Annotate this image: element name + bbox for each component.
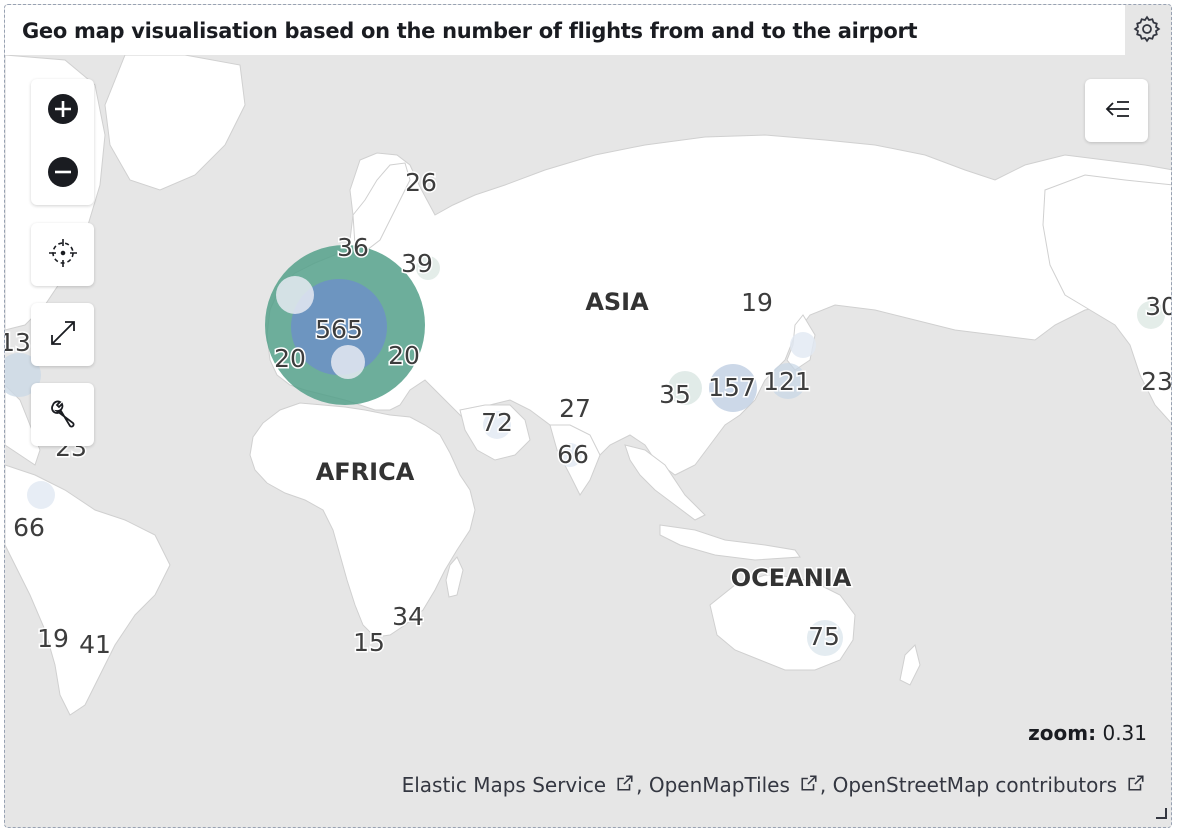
attribution-label: , OpenStreetMap contributors bbox=[819, 773, 1117, 797]
map-canvas[interactable]: ASIA AFRICA OCEANIA 26 36 39 565 20 20 1… bbox=[5, 5, 1172, 828]
settings-button[interactable] bbox=[1127, 11, 1167, 51]
cluster-count: 27 bbox=[559, 394, 591, 423]
cluster-count: 20 bbox=[274, 344, 306, 373]
cluster-count: 26 bbox=[405, 168, 437, 197]
zoom-value: 0.31 bbox=[1102, 721, 1147, 745]
continent-label-oceania: OCEANIA bbox=[731, 564, 852, 592]
gear-icon bbox=[1132, 14, 1162, 48]
land-madagascar bbox=[445, 556, 464, 598]
cluster-bubble[interactable] bbox=[331, 345, 365, 379]
panel-title: Geo map visualisation based on the numbe… bbox=[22, 19, 918, 43]
cluster-count: 75 bbox=[808, 622, 840, 651]
zoom-label: zoom: bbox=[1028, 721, 1097, 745]
attribution-link-openmaptiles[interactable]: , OpenMapTiles bbox=[636, 773, 820, 797]
cluster-count: 66 bbox=[13, 513, 45, 542]
cluster-count: 35 bbox=[659, 380, 691, 409]
cluster-bubble-121[interactable] bbox=[770, 363, 806, 399]
map-attribution: Elastic Maps Service , OpenMapTiles , Op… bbox=[402, 773, 1147, 797]
cluster-bubble-75[interactable] bbox=[807, 620, 843, 656]
attribution-label: , OpenMapTiles bbox=[636, 773, 790, 797]
minus-circle-icon bbox=[47, 156, 79, 192]
cluster-bubble-39[interactable] bbox=[416, 256, 440, 280]
locate-button[interactable] bbox=[31, 223, 94, 286]
tools-button[interactable] bbox=[31, 383, 94, 446]
cluster-count: 19 bbox=[37, 624, 69, 653]
land-africa bbox=[249, 402, 476, 638]
wrench-icon bbox=[47, 397, 79, 433]
cluster-count: 41 bbox=[79, 630, 111, 659]
land-north-america-east bbox=[1042, 174, 1171, 424]
cluster-count: 30 bbox=[1145, 292, 1172, 321]
zoom-out-button[interactable] bbox=[31, 142, 94, 205]
cluster-bubble-30[interactable] bbox=[1137, 301, 1165, 329]
cluster-count: 72 bbox=[481, 408, 513, 437]
cluster-count: 66 bbox=[557, 440, 589, 469]
cluster-count: 39 bbox=[401, 249, 433, 278]
cluster-bubble[interactable] bbox=[27, 481, 55, 509]
external-link-icon bbox=[616, 773, 634, 797]
cluster-count: 20 bbox=[388, 341, 420, 370]
legend-toggle-button[interactable] bbox=[1085, 79, 1148, 142]
zoom-readout: zoom: 0.31 bbox=[1028, 721, 1147, 745]
cluster-count: 36 bbox=[337, 233, 369, 262]
cluster-count: 15 bbox=[353, 628, 385, 657]
map-panel: ASIA AFRICA OCEANIA 26 36 39 565 20 20 1… bbox=[4, 4, 1172, 828]
land-indonesia bbox=[659, 524, 801, 561]
cluster-bubble-157[interactable] bbox=[709, 364, 757, 412]
external-link-icon bbox=[1127, 773, 1145, 797]
continent-label-africa: AFRICA bbox=[316, 458, 415, 486]
cluster-count: 34 bbox=[392, 602, 424, 631]
cluster-bubble[interactable] bbox=[790, 332, 816, 358]
menu-collapse-icon bbox=[1101, 93, 1133, 129]
cluster-bubble-72[interactable] bbox=[483, 411, 511, 439]
cluster-count: 121 bbox=[763, 367, 811, 396]
attribution-link-openstreetmap[interactable]: , OpenStreetMap contributors bbox=[820, 773, 1147, 797]
cluster-count: 23 bbox=[1141, 367, 1172, 396]
cluster-bubble-35[interactable] bbox=[668, 371, 702, 405]
zoom-in-button[interactable] bbox=[31, 79, 94, 142]
cluster-layer bbox=[5, 245, 1165, 656]
land-south-america bbox=[5, 464, 171, 716]
plus-circle-icon bbox=[47, 93, 79, 129]
attribution-link-elastic-maps[interactable]: Elastic Maps Service bbox=[402, 773, 637, 797]
cluster-bubble[interactable] bbox=[276, 276, 314, 314]
fullscreen-control bbox=[31, 303, 94, 366]
tools-control bbox=[31, 383, 94, 446]
attribution-label: Elastic Maps Service bbox=[401, 773, 607, 797]
cluster-count: 19 bbox=[741, 288, 773, 317]
land-new-zealand bbox=[899, 644, 921, 686]
land-se-asia bbox=[624, 444, 706, 521]
cluster-count: 13 bbox=[5, 328, 31, 357]
land-central-america bbox=[5, 384, 41, 466]
cluster-565-inner[interactable] bbox=[291, 279, 387, 375]
locate-control bbox=[31, 223, 94, 286]
cluster-bubble-66[interactable] bbox=[558, 443, 582, 467]
resize-handle[interactable] bbox=[1155, 804, 1167, 823]
panel-header: Geo map visualisation based on the numbe… bbox=[5, 5, 1125, 55]
cluster-count-large: 565 bbox=[315, 315, 363, 344]
fullscreen-button[interactable] bbox=[31, 303, 94, 366]
continent-label-asia: ASIA bbox=[585, 288, 649, 316]
land-greenland bbox=[104, 54, 246, 191]
crosshairs-icon bbox=[47, 237, 79, 273]
external-link-icon bbox=[800, 773, 818, 797]
zoom-controls bbox=[31, 79, 94, 205]
expand-icon bbox=[47, 317, 79, 353]
cluster-count: 157 bbox=[708, 373, 756, 402]
